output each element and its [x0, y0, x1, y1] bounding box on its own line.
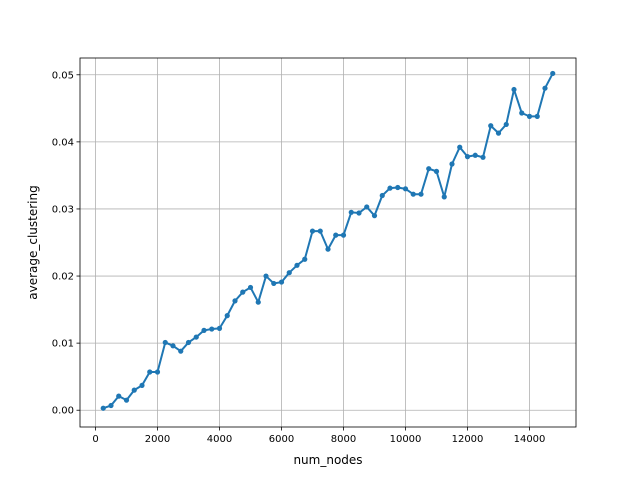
data-point [364, 204, 370, 210]
x-tick-label: 0 [92, 434, 98, 445]
data-point [271, 280, 277, 287]
data-point [457, 144, 463, 150]
data-point [418, 191, 424, 197]
data-point [534, 113, 540, 119]
data-point [185, 339, 192, 346]
data-point [232, 298, 238, 304]
data-point [519, 110, 525, 116]
data-point [550, 70, 556, 77]
data-point [371, 213, 378, 219]
y-tick-label: 0.00 [52, 406, 74, 417]
data-point [348, 209, 354, 215]
data-point [216, 325, 223, 331]
data-point [294, 262, 300, 268]
data-point [170, 343, 176, 349]
data-point [209, 326, 215, 332]
data-point [302, 256, 308, 262]
data-point [356, 210, 362, 216]
data-point [201, 327, 207, 333]
data-point [100, 405, 106, 411]
data-point [240, 289, 246, 295]
data-point [464, 154, 471, 160]
x-tick-label: 12000 [452, 434, 484, 445]
data-point [511, 86, 517, 93]
data-point [139, 382, 145, 389]
data-point [488, 123, 494, 129]
data-point [495, 130, 502, 136]
data-point [108, 402, 114, 409]
data-point [255, 299, 261, 305]
data-point [116, 393, 122, 399]
data-point [480, 154, 486, 160]
data-point [325, 246, 331, 252]
data-point [441, 194, 447, 200]
y-tick-label: 0.05 [52, 70, 74, 81]
data-point [247, 284, 254, 291]
data-point [410, 191, 416, 197]
x-tick-label: 14000 [514, 434, 546, 445]
data-point [178, 348, 184, 354]
y-tick-label: 0.03 [52, 204, 74, 215]
data-point [154, 369, 161, 375]
x-tick-label: 6000 [269, 434, 294, 445]
y-tick-label: 0.02 [52, 272, 74, 283]
x-tick-label: 2000 [145, 434, 170, 445]
data-point [449, 161, 455, 167]
data-point [162, 339, 168, 346]
data-point [263, 273, 269, 279]
data-point [379, 192, 385, 199]
data-point [387, 185, 393, 191]
data-point [309, 228, 316, 234]
x-axis-label: num_nodes [293, 453, 362, 467]
data-point [542, 85, 548, 91]
data-point [278, 279, 285, 285]
x-tick-label: 10000 [390, 434, 422, 445]
data-point [472, 152, 478, 158]
data-point [317, 228, 323, 234]
x-tick-label: 4000 [207, 434, 232, 445]
x-tick-label: 8000 [331, 434, 356, 445]
data-point [193, 334, 199, 340]
data-point [224, 313, 230, 319]
y-axis-label: average_clustering [26, 185, 40, 300]
data-point [426, 166, 432, 172]
y-tick-label: 0.01 [52, 339, 74, 350]
data-point [333, 232, 339, 238]
series-layer [100, 70, 556, 411]
grid-layer [80, 58, 576, 427]
data-point [395, 184, 401, 191]
data-point [503, 121, 509, 128]
tick-layer: 0 2000 4000 6000 8000 10000 12000 14000 0.00 0.01… [52, 70, 546, 445]
y-tick-label: 0.04 [52, 137, 74, 148]
data-point [147, 369, 153, 375]
data-point [286, 270, 292, 276]
data-point [402, 186, 409, 192]
data-point [340, 232, 347, 238]
data-point [526, 113, 533, 119]
plot-frame [79, 57, 577, 428]
data-point [123, 397, 130, 403]
data-point [433, 168, 440, 174]
data-point [131, 387, 137, 393]
